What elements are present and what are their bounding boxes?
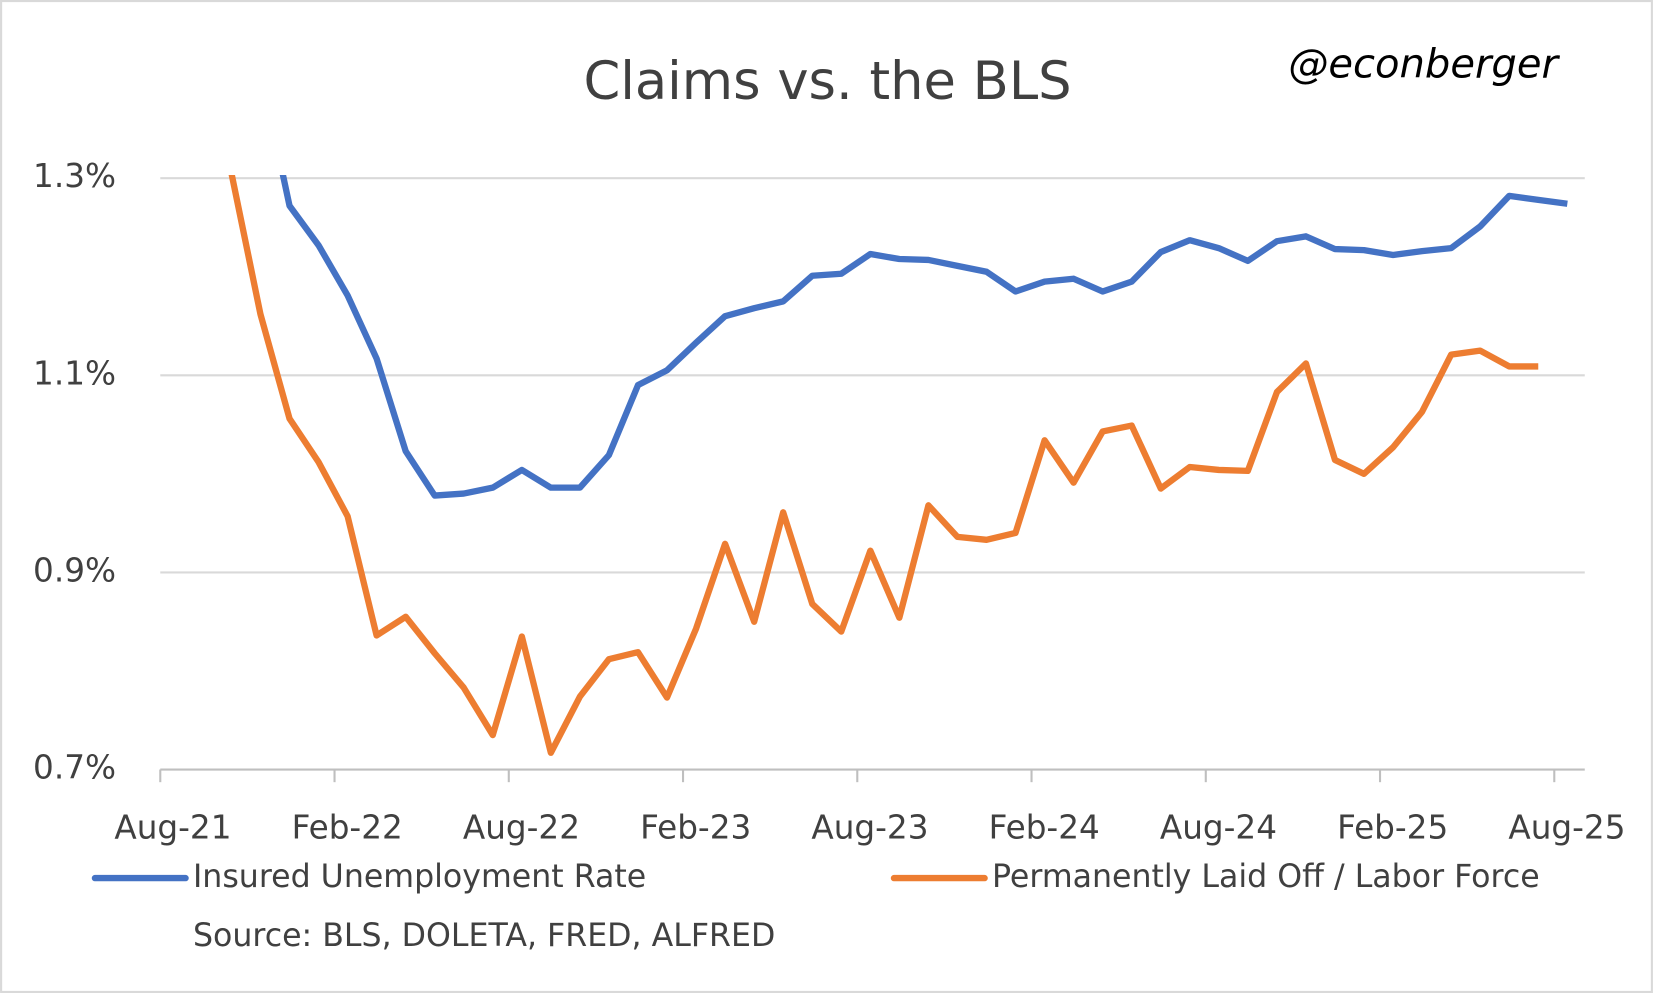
x-tick-label: Feb-25 (1337, 809, 1448, 847)
x-tick-label: Feb-23 (640, 809, 751, 847)
chart-subtitle: @econberger (1288, 41, 1560, 87)
x-tick-label: Feb-22 (292, 809, 403, 847)
x-tick-label: Aug-21 (114, 809, 231, 847)
series-line (279, 174, 1568, 499)
series-line (228, 174, 1539, 756)
y-tick-label: 1.3% (33, 157, 116, 195)
x-tick-label: Aug-23 (811, 809, 928, 847)
x-tick-label: Aug-24 (1160, 809, 1277, 847)
legend-label: Insured Unemployment Rate (193, 859, 646, 895)
y-tick-label: 0.7% (33, 749, 116, 787)
x-tick-label: Aug-22 (463, 809, 580, 847)
x-tick-label: Aug-25 (1508, 809, 1625, 847)
y-tick-label: 1.1% (33, 354, 116, 392)
annotation: Source: BLS, DOLETA, FRED, ALFRED (193, 918, 775, 954)
x-tick-label: Feb-24 (989, 809, 1100, 847)
chart-title: Claims vs. the BLS (583, 51, 1071, 112)
y-tick-label: 0.9% (33, 551, 116, 589)
legend-label: Permanently Laid Off / Labor Force (992, 859, 1540, 895)
